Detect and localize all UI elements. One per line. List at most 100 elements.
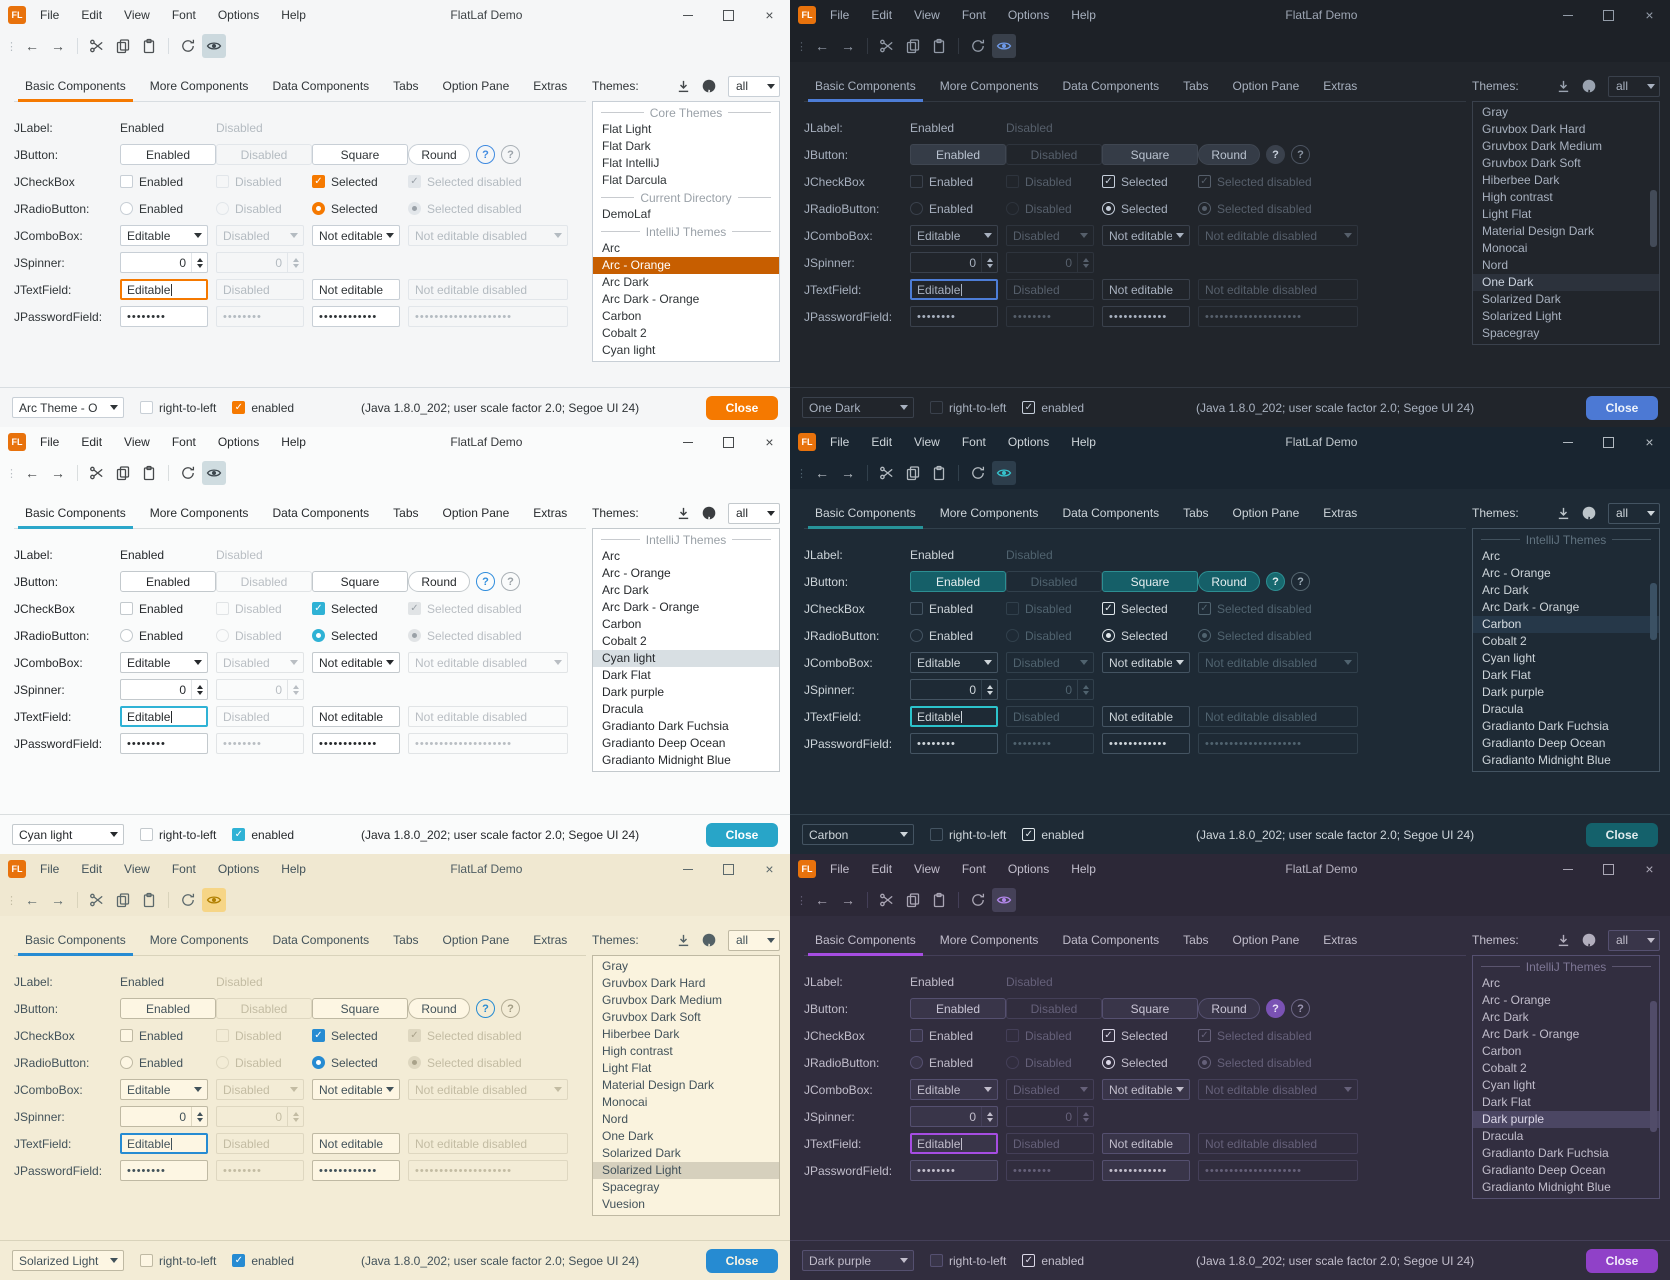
- enabled-button[interactable]: Enabled: [120, 144, 216, 165]
- back-button[interactable]: ←: [810, 34, 834, 58]
- checkbox-enabled[interactable]: Enabled: [910, 175, 1006, 189]
- cut-button[interactable]: [85, 34, 109, 58]
- spinner-disabled[interactable]: 0: [216, 1106, 304, 1127]
- themes-list[interactable]: Gray Gruvbox Dark Hard Gruvbox Dark Medium…: [1472, 101, 1660, 345]
- help-button[interactable]: ?: [1266, 572, 1285, 591]
- theme-list-item[interactable]: Cobalt 2: [1482, 634, 1527, 648]
- spinner-arrows[interactable]: [191, 253, 207, 272]
- radio-selected-disabled[interactable]: Selected disabled: [408, 1056, 576, 1070]
- theme-list-item[interactable]: High contrast: [1482, 190, 1553, 204]
- passwordfield-not-editable[interactable]: ••••••••••••: [1102, 306, 1190, 327]
- paste-button[interactable]: [137, 888, 161, 912]
- checkbox-disabled[interactable]: Disabled: [1006, 1029, 1102, 1043]
- theme-list-item[interactable]: Arc Dark - Orange: [602, 292, 700, 306]
- radio-selected-disabled[interactable]: Selected disabled: [1198, 1056, 1366, 1070]
- scrollbar-thumb[interactable]: [1650, 189, 1657, 247]
- passwordfield-enabled[interactable]: ••••••••: [120, 306, 208, 327]
- round-button[interactable]: Round: [1198, 998, 1260, 1019]
- textfield-not-editable[interactable]: Not editable: [312, 1133, 400, 1154]
- theme-list-item[interactable]: Arc Dark: [1482, 583, 1529, 597]
- textfield-editable[interactable]: Editable: [910, 279, 998, 300]
- tab-tabs[interactable]: Tabs: [393, 933, 419, 947]
- copy-button[interactable]: [901, 461, 925, 485]
- download-theme-button[interactable]: [672, 76, 694, 96]
- menu-view[interactable]: View: [124, 862, 150, 876]
- checkbox-enabled[interactable]: Enabled: [120, 175, 216, 189]
- menu-font[interactable]: Font: [171, 435, 196, 449]
- help-button[interactable]: ?: [476, 572, 495, 591]
- combobox-not-editable[interactable]: Not editable: [312, 225, 400, 246]
- checkbox-disabled[interactable]: Disabled: [216, 175, 312, 189]
- tab-option-pane[interactable]: Option Pane: [1232, 506, 1300, 520]
- theme-list-item[interactable]: Dark Flat: [602, 668, 651, 682]
- square-button[interactable]: Square: [1102, 144, 1198, 165]
- passwordfield-not-editable[interactable]: ••••••••••••: [1102, 733, 1190, 754]
- right-to-left-checkbox[interactable]: right-to-left: [930, 401, 1006, 415]
- theme-list-item[interactable]: Arc Dark - Orange: [1482, 600, 1580, 614]
- menu-font[interactable]: Font: [961, 435, 986, 449]
- theme-list-item[interactable]: Gruvbox Dark Hard: [1482, 122, 1586, 136]
- theme-list-item[interactable]: Nord: [602, 1112, 629, 1126]
- theme-list-item[interactable]: Gradianto Deep Ocean: [1482, 1163, 1606, 1177]
- radio-disabled[interactable]: Disabled: [216, 202, 312, 216]
- theme-list-item[interactable]: Light Flat: [602, 1061, 652, 1075]
- checkbox-selected-disabled[interactable]: ✓ Selected disabled: [1198, 602, 1366, 616]
- menu-help[interactable]: Help: [281, 435, 306, 449]
- theme-combobox[interactable]: One Dark: [802, 397, 914, 418]
- right-to-left-checkbox[interactable]: right-to-left: [140, 401, 216, 415]
- toolbar-grip[interactable]: ⋮: [6, 467, 17, 480]
- scrollbar-thumb[interactable]: [1650, 1000, 1657, 1132]
- theme-list-item[interactable]: Arc - Orange: [602, 566, 671, 580]
- theme-list-item[interactable]: Gradianto Dark Fuchsia: [602, 719, 729, 733]
- close-window-button[interactable]: ×: [749, 854, 790, 884]
- minimize-button[interactable]: [1547, 854, 1588, 884]
- theme-list-item[interactable]: Gradianto Midnight Blue: [602, 753, 731, 767]
- maximize-button[interactable]: [708, 854, 749, 884]
- textfield-not-editable[interactable]: Not editable: [312, 279, 400, 300]
- list-scrollbar[interactable]: [1650, 531, 1657, 769]
- radio-selected[interactable]: Selected: [312, 202, 408, 216]
- themes-list[interactable]: Core Themes Flat Light Flat Dark Flat Intel…: [592, 101, 780, 362]
- checkbox-enabled[interactable]: Enabled: [120, 602, 216, 616]
- tab-option-pane[interactable]: Option Pane: [1232, 933, 1300, 947]
- download-theme-button[interactable]: [672, 503, 694, 523]
- right-to-left-checkbox[interactable]: right-to-left: [140, 1254, 216, 1268]
- refresh-button[interactable]: [176, 888, 200, 912]
- radio-disabled[interactable]: Disabled: [1006, 202, 1102, 216]
- theme-list-item[interactable]: Arc: [602, 241, 620, 255]
- tab-data-components[interactable]: Data Components: [272, 79, 370, 93]
- spinner-arrows[interactable]: [981, 253, 997, 272]
- help-button[interactable]: ?: [1266, 999, 1285, 1018]
- menu-file[interactable]: File: [40, 862, 60, 876]
- combobox-disabled[interactable]: Disabled: [216, 652, 304, 673]
- theme-list-item[interactable]: Nord: [1482, 258, 1509, 272]
- spinner-enabled[interactable]: 0: [910, 252, 998, 273]
- theme-list-item[interactable]: Cobalt 2: [602, 634, 647, 648]
- back-button[interactable]: ←: [20, 888, 44, 912]
- textfield-editable[interactable]: Editable: [120, 1133, 208, 1154]
- close-window-button[interactable]: ×: [749, 427, 790, 457]
- spinner-enabled[interactable]: 0: [910, 1106, 998, 1127]
- cut-button[interactable]: [875, 888, 899, 912]
- theme-list-item[interactable]: Arc Dark - Orange: [1482, 1027, 1580, 1041]
- theme-list-item[interactable]: Cyan light: [1482, 651, 1536, 665]
- theme-filter-combobox[interactable]: all: [1608, 929, 1660, 951]
- refresh-button[interactable]: [176, 461, 200, 485]
- checkbox-selected[interactable]: ✓ Selected: [1102, 175, 1198, 189]
- textfield-editable[interactable]: Editable: [120, 279, 208, 300]
- show-hidden-toggle-button[interactable]: [202, 461, 226, 485]
- theme-list-item-selected[interactable]: Carbon: [1473, 616, 1659, 633]
- copy-button[interactable]: [901, 34, 925, 58]
- combobox-not-editable-disabled[interactable]: Not editable disabled: [1198, 225, 1358, 246]
- theme-list-item[interactable]: Arc Dark: [1482, 1010, 1529, 1024]
- checkbox-disabled[interactable]: Disabled: [1006, 602, 1102, 616]
- refresh-button[interactable]: [966, 461, 990, 485]
- checkbox-enabled[interactable]: Enabled: [910, 1029, 1006, 1043]
- themes-list[interactable]: IntelliJ Themes Arc Arc - Orange Arc Dark Ar…: [1472, 955, 1660, 1199]
- combobox-not-editable-disabled[interactable]: Not editable disabled: [408, 225, 568, 246]
- theme-list-item[interactable]: Flat Darcula: [602, 173, 667, 187]
- combobox-editable[interactable]: Editable: [910, 652, 998, 673]
- theme-combobox[interactable]: Solarized Light: [12, 1250, 124, 1271]
- back-button[interactable]: ←: [20, 34, 44, 58]
- cut-button[interactable]: [875, 34, 899, 58]
